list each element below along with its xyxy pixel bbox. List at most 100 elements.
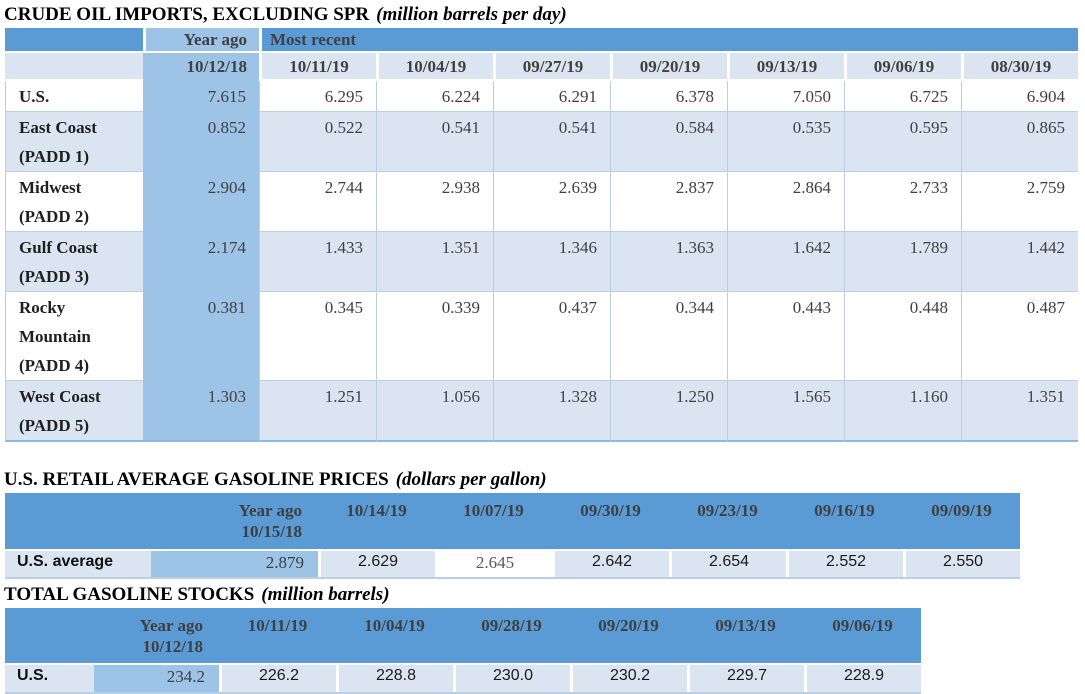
- value-cell: 0.339: [376, 292, 493, 381]
- date-header: 09/13/19: [727, 53, 844, 81]
- date-header: 09/27/19: [493, 53, 610, 81]
- row-label: Midwest (PADD 2): [5, 172, 143, 232]
- value-cell: 0.448: [844, 292, 961, 381]
- row-label: U.S.: [5, 81, 143, 112]
- value-cell: 6.224: [376, 81, 493, 112]
- value-cell: 1.642: [727, 232, 844, 292]
- row-label: West Coast (PADD 5): [5, 381, 143, 442]
- corner-cell: [5, 28, 143, 53]
- year-ago-value: 1.303: [143, 381, 259, 442]
- value-cell: 0.522: [259, 112, 376, 172]
- date-header: 10/11/19: [259, 53, 376, 81]
- value-cell: 228.9: [804, 665, 921, 692]
- gasoline-stocks-title-text: TOTAL GASOLINE STOCKS: [4, 584, 255, 605]
- year-ago-value: 0.381: [143, 292, 259, 381]
- gasoline-prices-title: U.S. RETAIL AVERAGE GASOLINE PRICES (doll…: [4, 468, 1085, 491]
- date-header: 09/30/19: [580, 501, 641, 520]
- gasoline-prices-title-unit: (dollars per gallon): [395, 469, 547, 490]
- value-cell: 1.346: [493, 232, 610, 292]
- value-cell: 1.363: [610, 232, 727, 292]
- crude-imports-table-container: Year ago Most recent 10/12/18 10/11/19 10/04…: [0, 28, 1085, 442]
- value-cell: 2.837: [610, 172, 727, 232]
- value-cell: 0.344: [610, 292, 727, 381]
- value-cell: 1.789: [844, 232, 961, 292]
- value-cell: 0.541: [493, 112, 610, 172]
- header-row-dates: 10/12/18 10/11/19 10/04/19 09/27/19 09/20/19…: [5, 53, 1079, 81]
- value-cell: 6.904: [961, 81, 1079, 112]
- table-row: West Coast (PADD 5) 1.303 1.251 1.056 1.328 1…: [5, 381, 1079, 442]
- date-header: 10/14/19: [346, 501, 407, 520]
- row-label: U.S.: [5, 665, 94, 692]
- value-cell: 0.487: [961, 292, 1079, 381]
- value-cell: 6.295: [259, 81, 376, 112]
- year-ago-value: 2.174: [143, 232, 259, 292]
- gasoline-stocks-header: Year ago 10/12/18 10/11/19 10/04/19 09/28/19…: [5, 608, 921, 663]
- value-cell: 2.550: [903, 551, 1020, 577]
- date-header: 10/11/19: [247, 616, 308, 635]
- value-cell: 2.645: [435, 551, 552, 577]
- value-cell: 2.642: [552, 551, 669, 577]
- table-row: U.S. average 2.879 2.629 2.645 2.642 2.654 2.5…: [5, 551, 1020, 579]
- value-cell: 1.351: [961, 381, 1079, 442]
- year-ago-value: 0.852: [143, 112, 259, 172]
- year-ago-date-header: 10/12/18: [143, 53, 259, 81]
- gasoline-stocks-title-unit: (million barrels): [261, 584, 390, 605]
- value-cell: 2.639: [493, 172, 610, 232]
- date-header: 09/20/19: [610, 53, 727, 81]
- gasoline-prices-title-text: U.S. RETAIL AVERAGE GASOLINE PRICES: [4, 469, 389, 490]
- year-ago-header: Year ago 10/12/18: [139, 616, 203, 656]
- value-cell: 1.442: [961, 232, 1079, 292]
- value-cell: 6.725: [844, 81, 961, 112]
- year-ago-value: 234.2: [94, 665, 219, 692]
- value-cell: 0.535: [727, 112, 844, 172]
- value-cell: 1.351: [376, 232, 493, 292]
- corner-cell: [5, 53, 143, 81]
- date-header: 10/07/19: [463, 501, 524, 520]
- value-cell: 0.595: [844, 112, 961, 172]
- crude-imports-title-text: CRUDE OIL IMPORTS, EXCLUDING SPR: [4, 4, 370, 25]
- table-row: Midwest (PADD 2) 2.904 2.744 2.938 2.639 2.83…: [5, 172, 1079, 232]
- value-cell: 0.437: [493, 292, 610, 381]
- value-cell: 229.7: [687, 665, 804, 692]
- table-row: Gulf Coast (PADD 3) 2.174 1.433 1.351 1.346 1…: [5, 232, 1079, 292]
- year-ago-value: 2.904: [143, 172, 259, 232]
- gasoline-stocks-title: TOTAL GASOLINE STOCKS (million barrels): [4, 583, 1085, 606]
- year-ago-value: 2.879: [151, 551, 318, 577]
- header-row-groups: Year ago Most recent: [5, 28, 1079, 53]
- value-cell: 2.733: [844, 172, 961, 232]
- date-header: 09/20/19: [598, 616, 659, 635]
- value-cell: 230.0: [453, 665, 570, 692]
- date-header: 09/23/19: [697, 501, 758, 520]
- date-header: 10/04/19: [376, 53, 493, 81]
- crude-imports-title: CRUDE OIL IMPORTS, EXCLUDING SPR (million…: [4, 3, 1085, 26]
- value-cell: 230.2: [570, 665, 687, 692]
- value-cell: 6.291: [493, 81, 610, 112]
- most-recent-header: Most recent: [259, 28, 1079, 53]
- value-cell: 0.541: [376, 112, 493, 172]
- gasoline-prices-header: Year ago 10/15/18 10/14/19 10/07/19 09/30/19…: [5, 493, 1020, 549]
- date-header: 09/28/19: [481, 616, 542, 635]
- year-ago-header: Year ago 10/15/18: [238, 501, 302, 541]
- value-cell: 2.744: [259, 172, 376, 232]
- date-header: 09/13/19: [715, 616, 776, 635]
- value-cell: 6.378: [610, 81, 727, 112]
- row-label: East Coast (PADD 1): [5, 112, 143, 172]
- value-cell: 2.759: [961, 172, 1079, 232]
- corner-cell: [5, 608, 94, 663]
- value-cell: 0.584: [610, 112, 727, 172]
- value-cell: 1.251: [259, 381, 376, 442]
- row-label: Rocky Mountain (PADD 4): [5, 292, 143, 381]
- value-cell: 0.345: [259, 292, 376, 381]
- value-cell: 2.654: [669, 551, 786, 577]
- table-row: East Coast (PADD 1) 0.852 0.522 0.541 0.541 0…: [5, 112, 1079, 172]
- date-header: 09/09/19: [931, 501, 992, 520]
- value-cell: 2.552: [786, 551, 903, 577]
- value-cell: 1.250: [610, 381, 727, 442]
- value-cell: 2.629: [318, 551, 435, 577]
- row-label: U.S. average: [5, 551, 151, 577]
- date-header: 09/06/19: [832, 616, 893, 635]
- year-ago-value: 7.615: [143, 81, 259, 112]
- table-row: Rocky Mountain (PADD 4) 0.381 0.345 0.339 0.…: [5, 292, 1079, 381]
- value-cell: 1.056: [376, 381, 493, 442]
- gasoline-prices-table-container: Year ago 10/15/18 10/14/19 10/07/19 09/30/19…: [5, 493, 1085, 579]
